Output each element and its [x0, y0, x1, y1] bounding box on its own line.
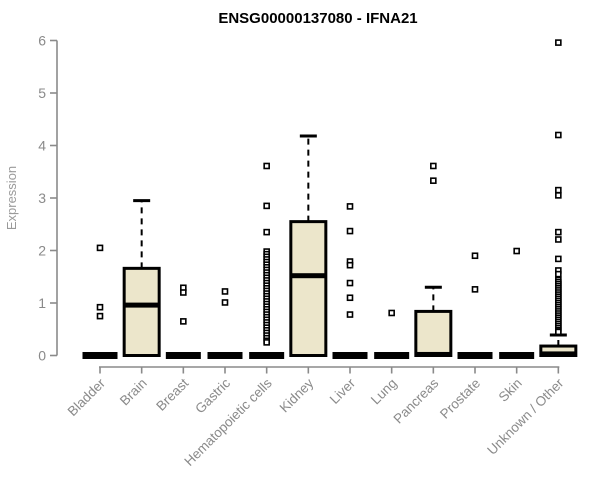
outlier-point: [96, 303, 104, 311]
flat-box-Hematopoietic cells: [249, 352, 285, 359]
y-tick-label: 3: [38, 190, 46, 206]
outlier-point: [221, 288, 229, 295]
outlier-point: [180, 289, 187, 296]
outlier-point: [346, 294, 354, 302]
x-category-label: Gastric: [192, 375, 233, 416]
flat-box-Liver: [332, 352, 368, 359]
outlier-point: [263, 228, 270, 236]
outlier-point: [180, 318, 187, 325]
outlier-point: [346, 279, 354, 287]
x-category-label: Brain: [117, 376, 150, 409]
outlier-point: [555, 39, 562, 46]
outlier-point: [263, 202, 270, 210]
flat-box-Bladder: [82, 352, 118, 359]
box-Pancreas: [414, 309, 453, 357]
outlier-point: [555, 270, 562, 278]
y-tick-label: 4: [38, 138, 46, 154]
outlier-point: [263, 339, 270, 346]
outlier-point: [388, 309, 395, 317]
outlier-point: [555, 186, 562, 194]
outlier-point: [346, 227, 354, 235]
flat-box-Gastric: [207, 352, 243, 359]
outlier-point: [346, 261, 354, 269]
y-tick-label: 0: [38, 348, 46, 364]
box-Kidney: [289, 220, 328, 357]
outlier-point: [555, 192, 562, 199]
median-Kidney: [290, 273, 326, 279]
x-category-label: Lung: [368, 376, 400, 408]
median-Pancreas: [415, 351, 451, 357]
y-tick-label: 2: [38, 243, 46, 259]
x-category-label: Unknown / Other: [484, 375, 567, 458]
x-category-label: Breast: [153, 375, 191, 413]
x-category-label: Liver: [327, 375, 359, 407]
x-category-label: Skin: [496, 376, 525, 405]
outlier-point: [555, 131, 562, 139]
outlier-point: [96, 244, 104, 252]
y-tick-label: 1: [38, 295, 46, 311]
outlier-point: [96, 312, 104, 320]
x-category-label: Prostate: [437, 376, 483, 422]
x-category-label: Bladder: [65, 375, 109, 419]
outlier-point: [471, 286, 479, 293]
median-Unknown / Other: [540, 351, 576, 357]
outlier-point: [555, 236, 562, 243]
flat-box-Prostate: [457, 352, 493, 359]
outlier-point: [555, 228, 562, 236]
outlier-point: [263, 162, 270, 170]
y-tick-label: 6: [38, 33, 46, 49]
x-category-label: Pancreas: [391, 375, 442, 426]
median-Brain: [124, 302, 160, 308]
outlier-point: [471, 252, 479, 260]
x-category-label: Kidney: [277, 375, 317, 415]
y-tick-label: 5: [38, 85, 46, 101]
outlier-point: [513, 247, 520, 255]
flat-box-Breast: [165, 352, 201, 359]
flat-box-Lung: [374, 352, 410, 359]
outlier-point: [430, 177, 437, 184]
flat-box-Skin: [499, 352, 535, 359]
outlier-point: [221, 299, 229, 306]
box-Brain: [122, 266, 161, 358]
outlier-point: [555, 328, 562, 336]
outlier-point: [555, 255, 562, 263]
outlier-point: [346, 311, 354, 318]
chart-title: ENSG00000137080 - IFNA21: [218, 10, 417, 27]
y-axis-title: Expression: [4, 166, 19, 230]
outlier-point: [346, 203, 354, 210]
outlier-point: [430, 162, 437, 170]
